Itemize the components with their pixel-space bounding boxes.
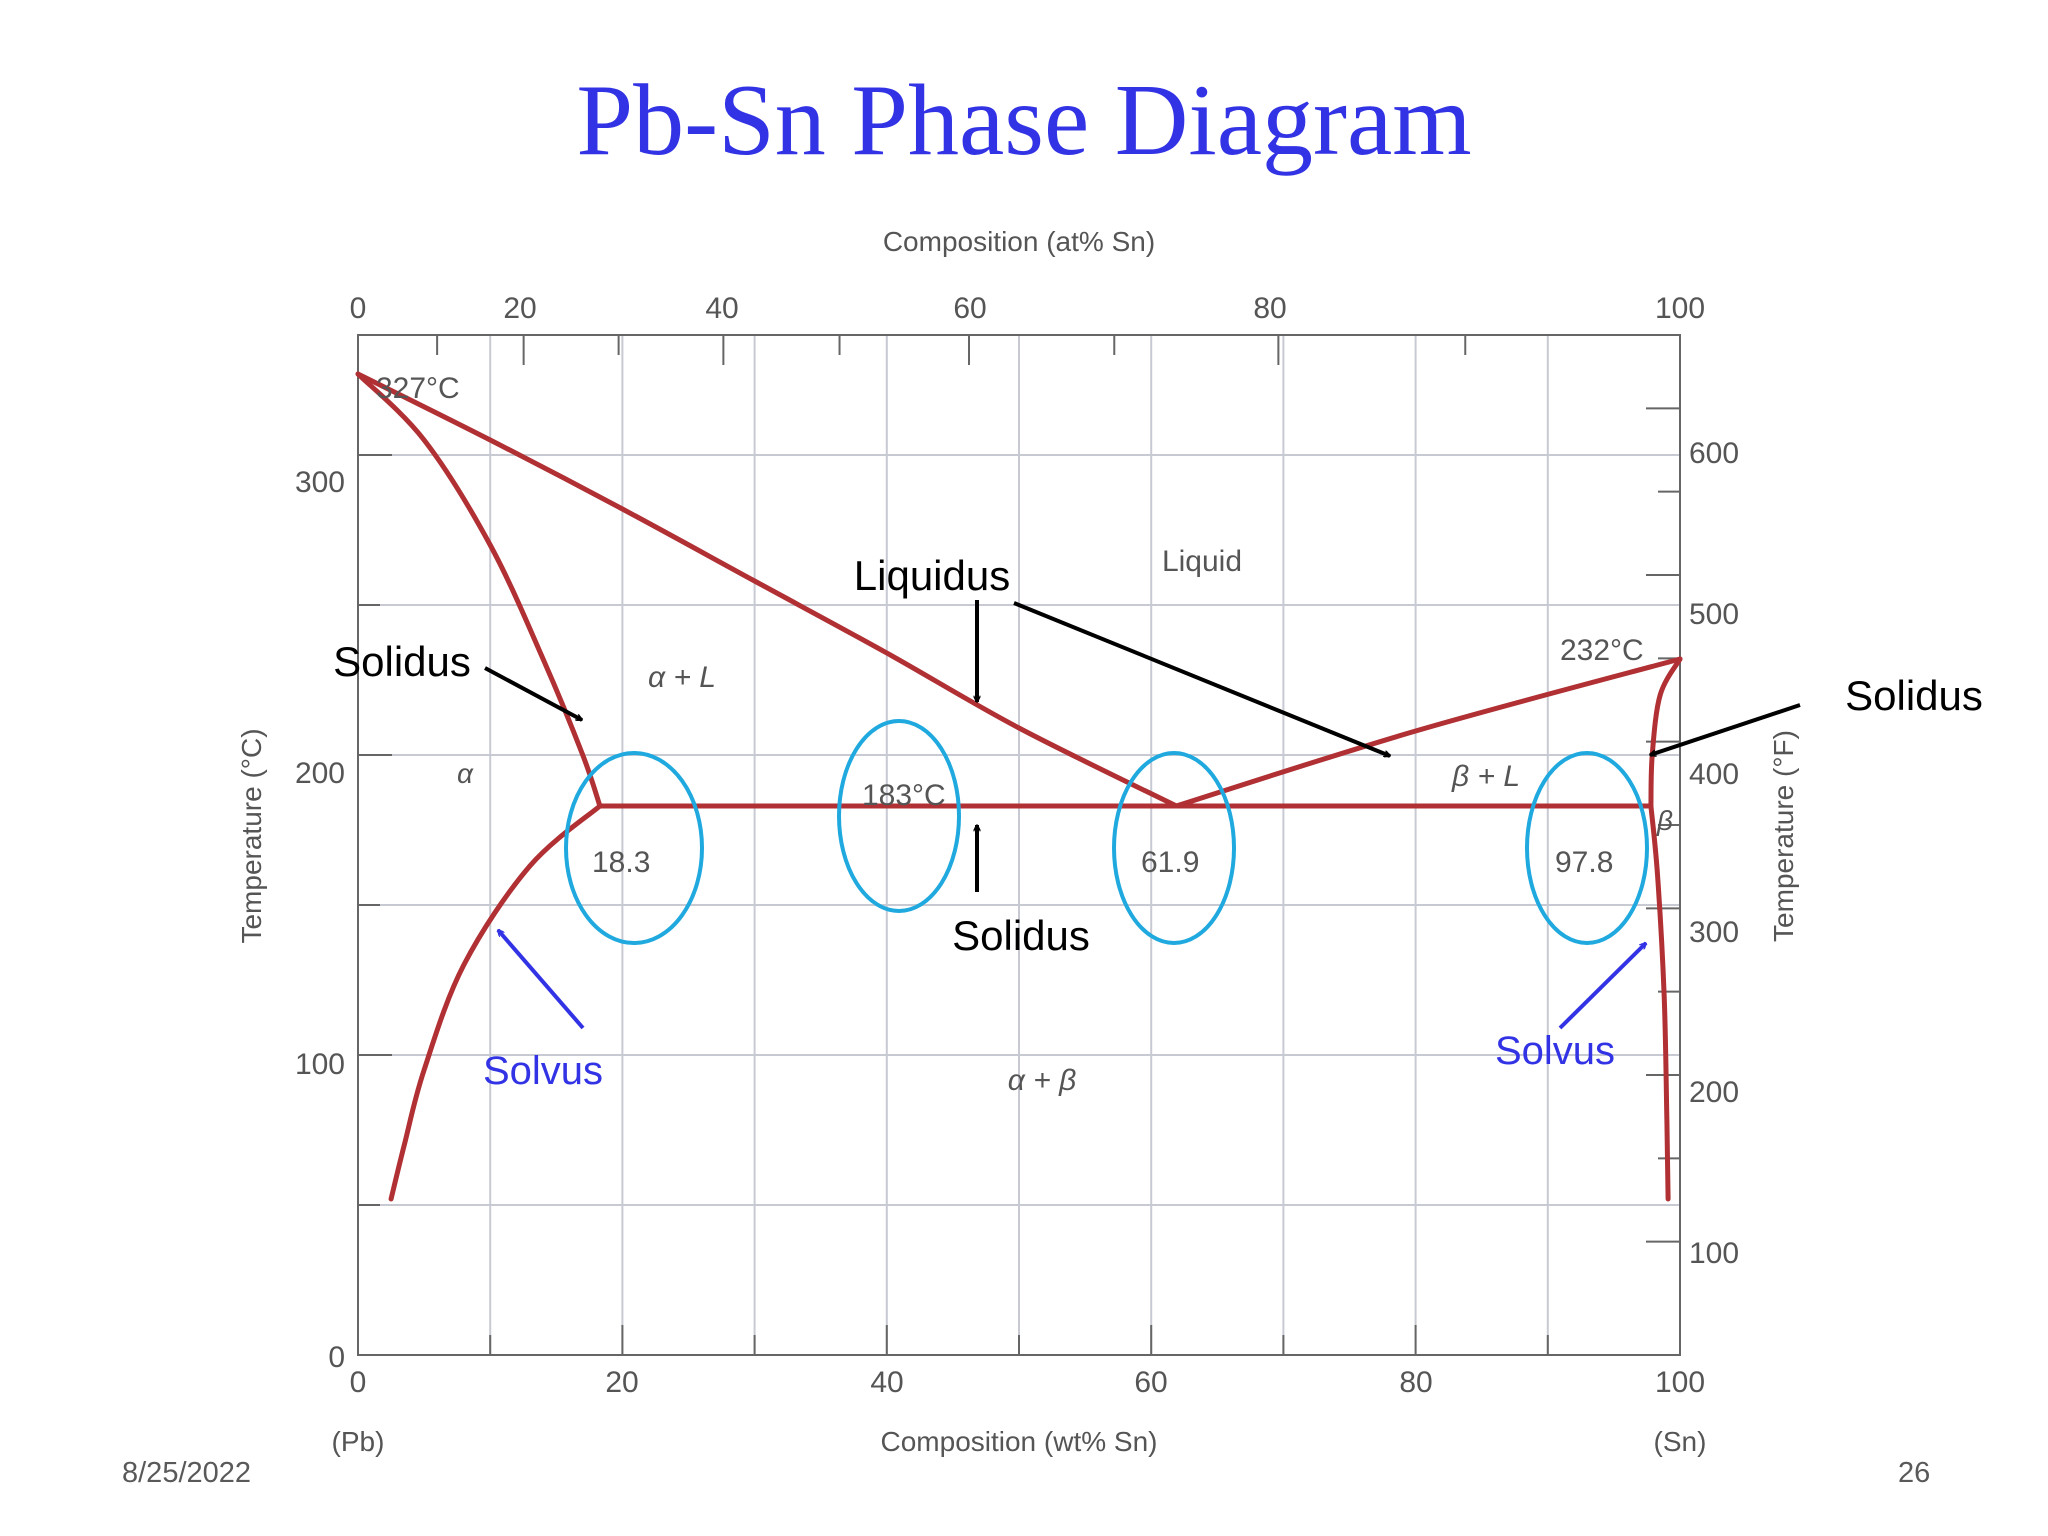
slide-page-number: 26 [1898, 1457, 1930, 1490]
right-tick-label: 400 [1689, 758, 1739, 791]
x-axis-title-top: Composition (at% Sn) [883, 226, 1155, 257]
region-beta: β [1656, 805, 1673, 836]
top-tick-label: 40 [705, 292, 738, 325]
top-tick-label: 100 [1655, 292, 1705, 325]
top-tick-labels: 0 20 40 60 80 100 [350, 292, 1705, 325]
right-tick-label: 300 [1689, 916, 1739, 949]
region-alpha-beta: α + β [1008, 1064, 1076, 1097]
grid [358, 335, 1680, 1355]
callout-solvus-left: Solvus [483, 1049, 603, 1093]
region-beta-liquid: β + L [1451, 760, 1520, 793]
eutectic-composition-label: 61.9 [1141, 846, 1199, 879]
pb-endpoint-label: (Pb) [332, 1426, 385, 1457]
region-liquid: Liquid [1162, 545, 1242, 578]
arrow-solidus-left [485, 668, 582, 720]
callout-solidus-left: Solidus [333, 638, 471, 685]
right-tick-label: 500 [1689, 598, 1739, 631]
top-tick-label: 80 [1253, 292, 1286, 325]
left-tick-label: 100 [295, 1048, 345, 1081]
right-tick-label: 100 [1689, 1237, 1739, 1270]
top-tick-label: 20 [503, 292, 536, 325]
callout-liquidus: Liquidus [854, 552, 1010, 599]
region-alpha-liquid: α + L [648, 661, 716, 694]
bottom-tick-label: 40 [870, 1366, 903, 1399]
curve-solvus-beta [1651, 806, 1668, 1199]
callout-solidus-center: Solidus [952, 912, 1090, 959]
beta-composition-label: 97.8 [1555, 846, 1613, 879]
curve-liquidus-pb [358, 374, 1176, 806]
x-axis-title-bottom: Composition (wt% Sn) [881, 1426, 1158, 1457]
highlight-circle-eutectic-temp [839, 721, 959, 911]
eutectic-temperature-label: 183°C [862, 779, 946, 812]
right-tick-label: 600 [1689, 437, 1739, 470]
sn-melting-point-label: 232°C [1560, 634, 1644, 667]
right-tick-labels: 100 200 300 400 500 600 [1689, 437, 1739, 1270]
left-tick-label: 300 [295, 466, 345, 499]
arrow-solvus-right [1560, 943, 1646, 1028]
bottom-tick-label: 80 [1399, 1366, 1432, 1399]
y-axis-title-left: Temperature (°C) [236, 728, 267, 943]
bottom-tick-label: 0 [350, 1366, 367, 1399]
left-tick-label: 0 [328, 1341, 345, 1374]
alpha-composition-label: 18.3 [592, 846, 650, 879]
right-tick-label: 200 [1689, 1076, 1739, 1109]
region-alpha: α [457, 758, 474, 789]
bottom-tick-label: 20 [605, 1366, 638, 1399]
top-tick-label: 0 [350, 292, 367, 325]
bottom-tick-labels: 0 20 40 60 80 100 [350, 1366, 1705, 1399]
y-axis-title-right: Temperature (°F) [1768, 730, 1799, 942]
pb-melting-point-label: 327°C [376, 372, 460, 405]
arrow-solvus-left [498, 930, 583, 1028]
left-tick-labels: 0 100 200 300 [295, 466, 345, 1374]
bottom-tick-label: 100 [1655, 1366, 1705, 1399]
bottom-tick-label: 60 [1134, 1366, 1167, 1399]
callout-solvus-right: Solvus [1495, 1029, 1615, 1073]
curve-solidus-alpha [358, 374, 600, 806]
curve-liquidus-sn [1176, 659, 1680, 806]
callout-solidus-right: Solidus [1845, 672, 1983, 719]
arrow-liquidus-right [1014, 603, 1390, 756]
sn-endpoint-label: (Sn) [1654, 1426, 1707, 1457]
top-tick-label: 60 [953, 292, 986, 325]
curve-solidus-beta [1651, 659, 1680, 806]
left-tick-label: 200 [295, 757, 345, 790]
slide-date: 8/25/2022 [122, 1457, 251, 1490]
